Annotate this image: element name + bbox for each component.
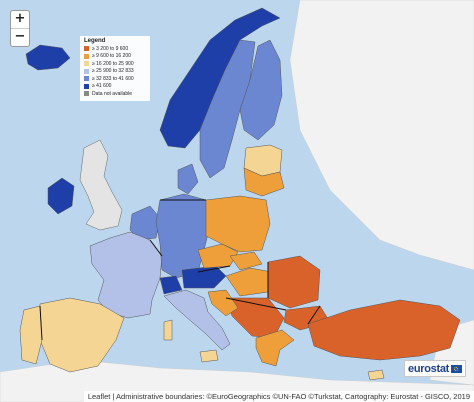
legend-swatch (84, 83, 89, 89)
legend-label: ≥ 32 833 to 41 600 (92, 75, 134, 82)
legend-item: ≥ 9 600 to 16 200 (84, 53, 146, 61)
map-attribution: Leaflet | Administrative boundaries: ©Eu… (83, 391, 474, 402)
zoom-out-button[interactable]: − (14, 29, 26, 44)
region-greece[interactable] (255, 329, 295, 367)
legend-label: ≥ 25 900 to 32 833 (92, 68, 134, 75)
region-iceland[interactable] (25, 44, 71, 71)
legend-label: ≥ 16 200 to 25 900 (92, 60, 134, 67)
region-lithuania[interactable] (243, 167, 285, 197)
region-norway[interactable] (159, 7, 281, 149)
region-ireland[interactable] (47, 177, 75, 215)
region-sardinia[interactable] (163, 319, 173, 341)
legend-items: ≥ 3 200 to 9 600 ≥ 9 600 to 16 200 ≥ 16 20… (84, 45, 146, 98)
legend-item: ≥ 41 600 (84, 83, 146, 91)
legend-label: ≥ 3 200 to 9 600 (92, 45, 129, 52)
logo-text: eurostat (408, 362, 449, 375)
country-border-lines (39, 199, 321, 341)
legend-swatch (84, 76, 89, 82)
legend-swatch (84, 53, 89, 59)
zoom-control: + − (10, 10, 30, 47)
legend-swatch (84, 61, 89, 67)
region-uk[interactable] (79, 139, 123, 231)
region-romania[interactable] (267, 255, 321, 309)
land-russia (289, 0, 474, 271)
legend-label: ≥ 41 600 (92, 83, 112, 90)
eu-flag-icon (451, 364, 462, 373)
legend-item: ≥ 16 200 to 25 900 (84, 60, 146, 68)
region-sicily[interactable] (199, 349, 219, 363)
legend-item: ≥ 32 833 to 41 600 (84, 75, 146, 83)
region-cyprus[interactable] (367, 369, 385, 381)
zoom-in-button[interactable]: + (11, 11, 29, 29)
legend-label: Data not available (92, 90, 133, 97)
region-denmark[interactable] (177, 163, 199, 195)
region-benelux[interactable] (129, 205, 161, 241)
legend-swatch (84, 91, 89, 97)
region-germany[interactable] (155, 193, 211, 279)
region-spain[interactable] (39, 297, 125, 373)
legend-item: ≥ 3 200 to 9 600 (84, 45, 146, 53)
region-slovakia[interactable] (229, 251, 263, 271)
region-portugal[interactable] (19, 305, 43, 365)
region-hungary[interactable] (225, 267, 273, 297)
region-austria[interactable] (181, 265, 227, 289)
eurostat-logo[interactable]: eurostat (404, 360, 466, 377)
legend-swatch (84, 68, 89, 74)
legend-item: ≥ 25 900 to 32 833 (84, 68, 146, 76)
legend-swatch (84, 46, 89, 52)
region-poland[interactable] (205, 195, 271, 253)
legend-label: ≥ 9 600 to 16 200 (92, 53, 131, 60)
region-croatia[interactable] (207, 289, 239, 317)
region-switzerland[interactable] (159, 275, 183, 295)
legend-item: Data not available (84, 90, 146, 98)
region-turkey[interactable] (307, 299, 461, 361)
region-france[interactable] (89, 231, 163, 319)
region-finland[interactable] (239, 39, 283, 141)
legend-title: Legend (84, 38, 106, 44)
region-italy[interactable] (163, 289, 231, 351)
legend: Legend ≥ 3 200 to 9 600 ≥ 9 600 to 16 200… (80, 36, 150, 101)
